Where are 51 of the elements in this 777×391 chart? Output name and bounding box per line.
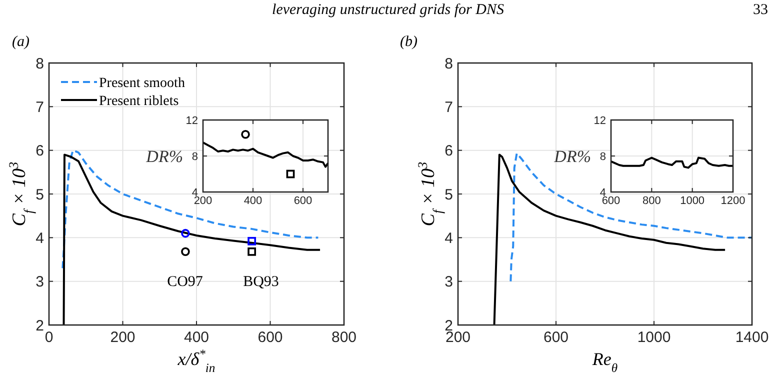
y-axis-title: DR% [145,146,183,166]
x-tick-label: 1200 [720,195,746,207]
line-series [510,152,753,282]
y-tick-label: 8 [36,55,44,72]
y-tick-label: 4 [444,230,453,247]
x-tick-label: 400 [184,329,210,346]
annotation: BQ93 [243,274,279,290]
y-axis-title: DR% [553,146,591,166]
annotation: CO97 [167,274,204,290]
text: leveraging unstructured grids for DNS [272,2,504,18]
text: (b) [400,34,418,50]
y-tick-label: 12 [594,114,606,127]
legend-label: Present riblets [99,94,179,109]
y-tick-label: 5 [36,186,44,204]
x-tick-label: 600 [294,195,312,207]
x-axis-title: Re$_{θ}$ [591,349,618,375]
point [248,247,256,256]
legend-label: Present smooth [99,76,185,91]
y-tick-label: 6 [444,142,453,160]
line-series [62,149,320,270]
x-tick-label: 0 [44,329,54,346]
y-tick-label: 8 [600,150,606,163]
point [248,236,256,246]
line-series [203,142,329,168]
y-tick-label: 8 [444,55,453,72]
y-tick-label: 2 [36,317,44,334]
x-tick-label: 600 [543,329,569,346]
x-tick-label: 1400 [735,329,769,346]
x-tick-label: 1000 [637,329,671,346]
x-tick-label: 400 [244,195,262,207]
x-tick-label: 200 [110,329,136,346]
y-tick-label: 4 [36,230,44,247]
x-tick-label: 1000 [680,195,705,207]
y-tick-label: 6 [36,142,44,160]
point [181,247,190,256]
y-tick-label: 3 [444,274,453,291]
y-tick-label: 12 [186,114,198,127]
point [181,228,190,238]
text: (a) [12,34,30,50]
x-tick-label: 800 [642,195,661,207]
y-tick-label: 5 [444,186,453,204]
line-series [611,156,734,169]
y-tick-label: 3 [36,274,44,291]
y-tick-label: 7 [36,98,44,116]
text: 33 [753,2,768,18]
x-tick-label: 200 [194,195,212,207]
y-tick-label: 8 [192,150,198,163]
x-tick-label: 600 [258,329,283,346]
x-tick-label: 800 [331,329,357,346]
x-tick-label: 600 [602,195,620,207]
y-tick-label: 7 [444,98,453,116]
